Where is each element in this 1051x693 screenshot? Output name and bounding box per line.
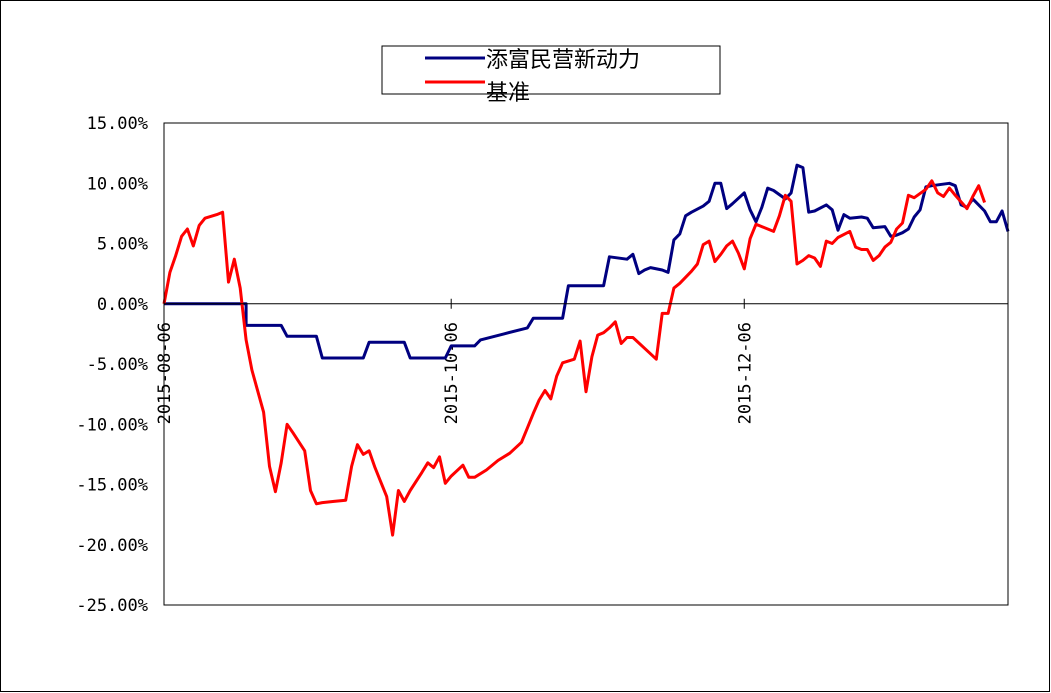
legend-label-benchmark: 基准 [486, 81, 530, 106]
y-tick-label: -15.00% [76, 476, 148, 496]
legend-label-fund: 添富民营新动力 [486, 48, 640, 73]
x-tick-label: 2015-10-06 [442, 322, 462, 424]
legend-box [381, 45, 721, 95]
y-tick-label: 0.00% [97, 295, 148, 315]
fund-series-line [164, 163, 1010, 360]
plot-area [163, 122, 1009, 606]
x-axis-tick-labels: 2015-08-06 2015-10-06 2015-12-06 [155, 298, 755, 424]
series-layer [162, 163, 1010, 537]
y-tick-label: -5.00% [87, 355, 148, 375]
benchmark-series-line [162, 179, 987, 537]
legend: 添富民营新动力 基准 [381, 45, 721, 106]
x-tick-label: 2015-12-06 [735, 322, 755, 424]
y-tick-label: 10.00% [87, 174, 148, 194]
y-tick-label: -25.00% [76, 596, 148, 616]
x-tick-label: 2015-08-06 [155, 322, 175, 424]
y-tick-label: 5.00% [97, 235, 148, 255]
y-tick-label: -10.00% [76, 415, 148, 435]
y-tick-label: -20.00% [76, 536, 148, 556]
y-axis-tick-labels: 15.00% 10.00% 5.00% 0.00% -5.00% -10.00% -15.0… [76, 114, 148, 616]
y-tick-label: 15.00% [87, 114, 148, 134]
